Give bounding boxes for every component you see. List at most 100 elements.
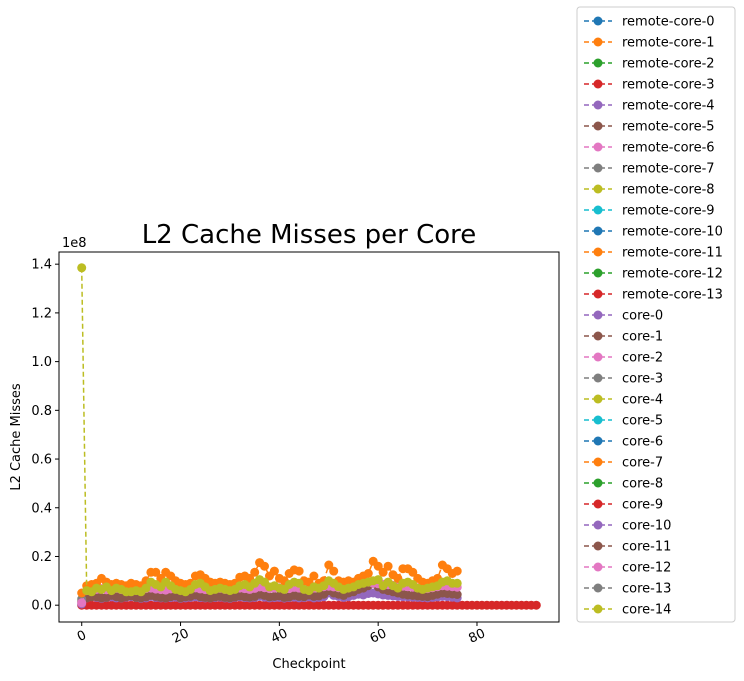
y-tick-label: 0.4 (31, 501, 52, 516)
data-point (324, 560, 334, 570)
legend-item-remote-core-9: remote-core-9 (584, 204, 715, 219)
legend-label: remote-core-10 (622, 225, 723, 240)
y-tick-label: 1.2 (31, 306, 52, 321)
legend-item-remote-core-2: remote-core-2 (584, 57, 715, 72)
y-axis-ticks: 0.0 0.2 0.4 0.6 0.8 1.0 1.2 1.4 (31, 258, 59, 614)
legend-marker (593, 100, 603, 110)
data-point (378, 567, 388, 577)
legend: remote-core-0 remote-core-1 remote-core-2 r… (576, 6, 736, 623)
series-core-14 (77, 263, 462, 597)
legend-marker (593, 184, 603, 194)
legend-label: core-9 (622, 498, 663, 513)
legend-item-core-1: core-1 (584, 330, 663, 345)
data-point (309, 571, 319, 581)
y-axis-label: L2 Cache Misses (9, 383, 24, 491)
legend-item-core-14: core-14 (584, 603, 671, 618)
data-point (383, 561, 393, 571)
legend-item-remote-core-6: remote-core-6 (584, 141, 715, 156)
legend-item-remote-core-1: remote-core-1 (584, 36, 715, 51)
legend-item-core-7: core-7 (584, 456, 663, 471)
legend-label: remote-core-4 (622, 99, 715, 114)
y-tick-label: 0.8 (31, 404, 52, 419)
legend-label: remote-core-7 (622, 162, 715, 177)
data-point (141, 583, 151, 593)
data-point (452, 578, 462, 588)
legend-label: core-10 (622, 519, 671, 534)
legend-marker (593, 205, 603, 215)
data-point (77, 263, 87, 273)
legend-marker (593, 247, 603, 257)
data-point (452, 590, 462, 599)
legend-item-core-5: core-5 (584, 414, 663, 429)
legend-item-core-12: core-12 (584, 561, 671, 576)
legend-item-core-13: core-13 (584, 582, 671, 597)
legend-item-remote-core-10: remote-core-10 (584, 225, 723, 240)
legend-marker (593, 436, 603, 446)
data-point (452, 566, 462, 576)
data-point (363, 569, 373, 578)
legend-label: remote-core-9 (622, 204, 715, 219)
data-point (408, 567, 418, 577)
data-point (373, 575, 383, 585)
legend-marker (593, 541, 603, 551)
legend-label: core-13 (622, 582, 671, 597)
legend-marker (593, 394, 603, 404)
legend-marker (593, 604, 603, 614)
legend-label: remote-core-1 (622, 36, 715, 51)
legend-label: remote-core-13 (622, 288, 723, 303)
legend-marker (593, 352, 603, 362)
legend-label: core-4 (622, 393, 663, 408)
plot-frame (58, 251, 560, 623)
legend-marker (593, 583, 603, 593)
legend-item-remote-core-11: remote-core-11 (584, 246, 723, 261)
data-point (151, 567, 161, 577)
legend-marker (593, 562, 603, 572)
legend-item-remote-core-8: remote-core-8 (584, 183, 715, 198)
legend-label: remote-core-11 (622, 246, 723, 261)
data-point (329, 566, 339, 576)
data-point (260, 561, 269, 571)
data-point (250, 567, 260, 577)
data-point (531, 600, 541, 610)
legend-label: core-5 (622, 414, 663, 429)
legend-item-remote-core-5: remote-core-5 (584, 120, 715, 135)
y-axis-offset-label: 1e8 (62, 236, 87, 251)
legend-label: remote-core-12 (622, 267, 723, 282)
legend-label: remote-core-3 (622, 78, 715, 93)
data-point (294, 566, 304, 576)
legend-label: remote-core-2 (622, 57, 715, 72)
series-core-11 (77, 578, 462, 606)
legend-marker (593, 121, 603, 131)
legend-item-remote-core-4: remote-core-4 (584, 99, 715, 114)
x-tick-label: 20 (170, 626, 191, 647)
legend-frame (576, 6, 736, 623)
chart-title: L2 Cache Misses per Core (142, 220, 477, 250)
legend-label: core-11 (622, 540, 671, 555)
legend-label: remote-core-6 (622, 141, 715, 156)
data-point (294, 578, 304, 588)
y-tick-label: 0.2 (31, 550, 52, 565)
y-tick-label: 1.4 (31, 258, 52, 273)
legend-marker (593, 310, 603, 320)
legend-label: core-7 (622, 456, 663, 471)
legend-item-core-2: core-2 (584, 351, 663, 366)
x-axis-label: Checkpoint (272, 657, 345, 672)
legend-marker (593, 163, 603, 173)
legend-marker (593, 37, 603, 47)
data-point (77, 598, 87, 608)
legend-item-core-0: core-0 (584, 309, 663, 324)
legend-label: core-3 (622, 372, 663, 387)
legend-item-core-10: core-10 (584, 519, 671, 534)
legend-marker (593, 142, 603, 152)
data-point (373, 561, 383, 571)
plot-area: 0 20 40 60 80 0.00.20.40.60.81.01.21.4 (31, 251, 560, 647)
legend-marker (593, 79, 603, 89)
legend-marker (593, 415, 603, 425)
legend-marker (593, 520, 603, 530)
x-tick-label: 60 (368, 626, 389, 647)
legend-label: core-1 (622, 330, 663, 345)
legend-label: core-0 (622, 309, 663, 324)
legend-marker (593, 499, 603, 509)
legend-item-core-11: core-11 (584, 540, 671, 555)
series-layer (77, 263, 541, 610)
